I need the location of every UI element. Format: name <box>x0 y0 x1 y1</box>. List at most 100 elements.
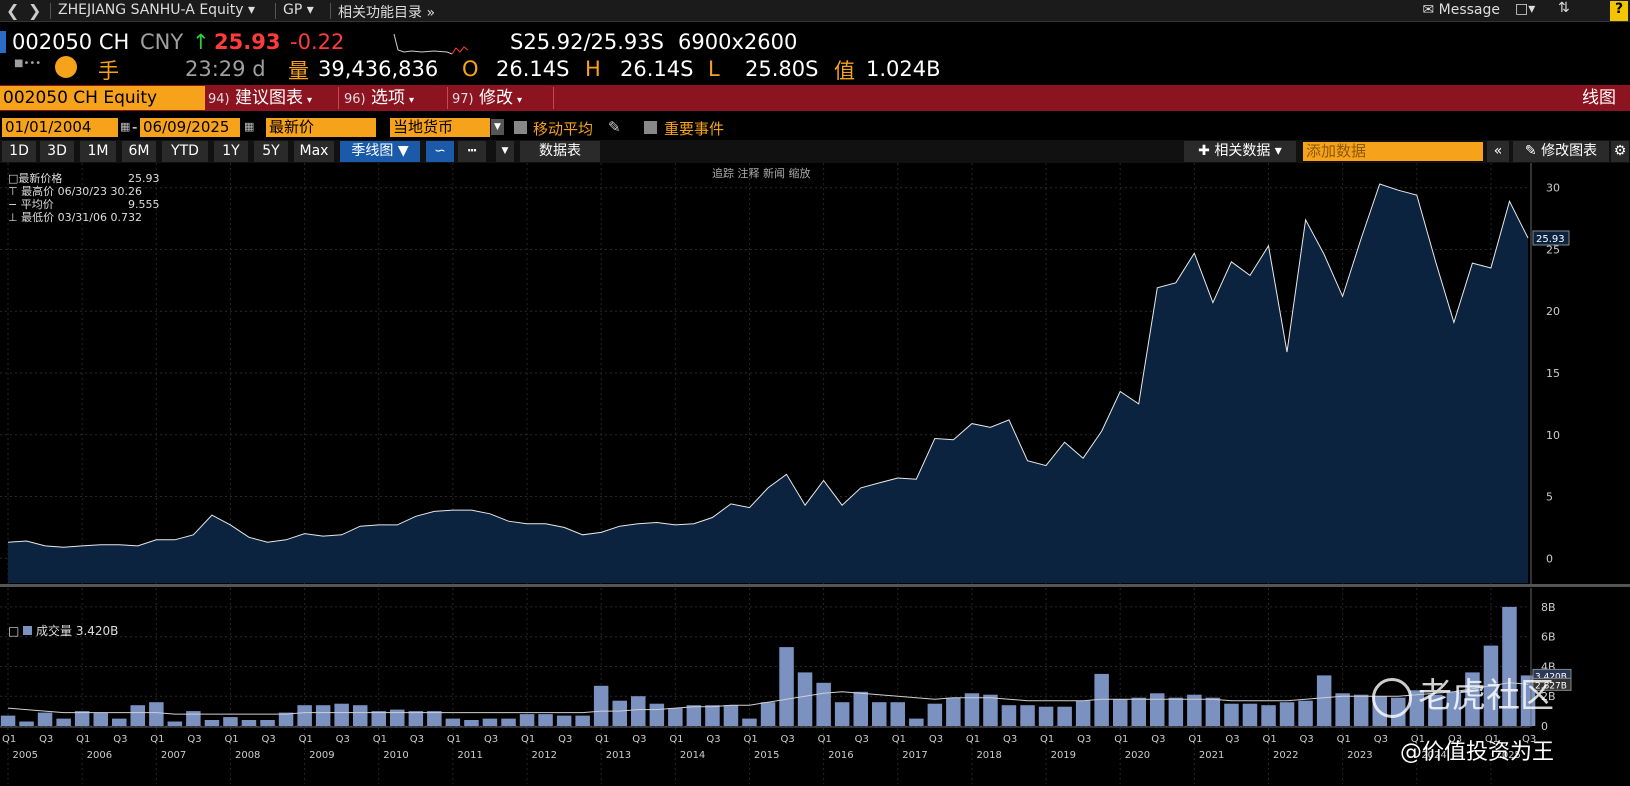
forward-arrow-icon[interactable]: ❯ <box>28 1 42 20</box>
period-ytd[interactable]: YTD <box>162 141 208 162</box>
volume-bar <box>1187 694 1202 726</box>
volume-bar <box>167 721 183 726</box>
start-date-field[interactable]: 01/01/2004 <box>2 118 118 137</box>
volume-bar <box>315 705 331 726</box>
quarter-tick-label: Q3 <box>1077 734 1091 745</box>
related-data-button[interactable]: ✚ 相关数据 ▾ <box>1184 141 1296 162</box>
panel-separator <box>0 584 1630 587</box>
volume-bar <box>1242 703 1258 726</box>
legend-last: □最新价格 25.93 <box>8 172 160 185</box>
frequency-select[interactable]: 季线图 ▼ <box>340 141 420 162</box>
add-data-input[interactable]: 添加数据 <box>1303 142 1483 161</box>
edit-button[interactable]: 97) 修改 ▾ <box>452 88 523 108</box>
calendar-icon[interactable]: ▦ <box>120 120 131 133</box>
year-tick-label: 2010 <box>383 750 408 761</box>
gear-icon[interactable]: ⚙ <box>1611 141 1629 162</box>
calendar-icon[interactable]: ▦ <box>244 120 255 133</box>
quarter-tick-label: Q1 <box>1262 734 1276 745</box>
volume-bar <box>1038 706 1054 726</box>
divider <box>330 3 331 19</box>
volume-bar <box>93 712 108 726</box>
security-input[interactable]: 002050 CH Equity <box>0 86 205 110</box>
back-arrow-icon[interactable]: ❮ <box>6 1 20 20</box>
year-tick-label: 2009 <box>309 750 334 761</box>
options-button[interactable]: 96) 选项 ▾ <box>344 88 415 108</box>
volume-average-line <box>7 682 1529 715</box>
period-6m[interactable]: 6M <box>122 141 156 162</box>
window-options-icon[interactable]: □▾ <box>1515 1 1536 17</box>
volume-bar <box>482 718 498 726</box>
volume-bar <box>927 703 943 726</box>
volume-tick-label: 0 <box>1541 720 1548 733</box>
security-title[interactable]: ZHEJIANG SANHU-A Equity ▾ <box>58 2 256 18</box>
volume-tick-label: 8B <box>1541 601 1556 614</box>
low-label: L <box>708 57 720 81</box>
period-1d[interactable]: 1D <box>2 141 36 162</box>
volume-bar <box>1316 675 1332 726</box>
quarter-tick-label: Q1 <box>224 734 238 745</box>
year-tick-label: 2017 <box>902 750 927 761</box>
function-menu[interactable]: GP ▾ <box>283 2 314 18</box>
year-tick-label: 2014 <box>680 750 705 761</box>
volume-bar <box>686 705 702 726</box>
data-table-button[interactable]: 数据表 <box>520 141 600 162</box>
quarter-tick-label: Q1 <box>299 734 313 745</box>
period-1y[interactable]: 1Y <box>214 141 248 162</box>
period-max[interactable]: Max <box>294 141 334 162</box>
volume-bar <box>1409 690 1425 726</box>
help-button[interactable]: ? <box>1610 1 1628 21</box>
volume-bar <box>1150 693 1165 726</box>
related-functions-menu[interactable]: 相关功能目录 » <box>338 5 436 21</box>
quarter-tick-label: Q1 <box>521 734 535 745</box>
speedometer-icon[interactable] <box>55 56 77 78</box>
selection-marker <box>0 31 6 53</box>
period-3d[interactable]: 3D <box>40 141 74 162</box>
bid-ask: S25.92/25.93S <box>510 30 664 54</box>
message-button[interactable]: ✉ Message <box>1422 2 1500 18</box>
volume-bar <box>1057 706 1072 726</box>
suggested-charts-button[interactable]: 94) 建议图表 ▾ <box>208 88 313 108</box>
events-checkbox[interactable] <box>644 121 657 134</box>
currency-select[interactable]: 当地货币 <box>390 118 490 137</box>
legend-high: ⊤ 最高价 06/30/23 30.26 <box>8 185 142 198</box>
quarter-tick-label: Q3 <box>1225 734 1239 745</box>
volume-bar <box>130 705 145 726</box>
tiger-logo-icon <box>1372 677 1412 718</box>
volume-bar <box>1446 691 1462 726</box>
quote-panel: 002050 CH CNY ↑ 25.93 -0.22 S25.92/25.93… <box>0 26 1630 83</box>
period-1m[interactable]: 1M <box>80 141 116 162</box>
net-change: -0.22 <box>290 30 345 54</box>
currency: CNY <box>140 30 184 54</box>
open-label: O <box>462 57 479 81</box>
collapse-icon[interactable]: « <box>1487 141 1509 162</box>
volume-bar <box>297 705 312 726</box>
price-field-select[interactable]: 最新价 <box>266 118 376 137</box>
end-date-field[interactable]: 06/09/2025 <box>140 118 240 137</box>
edit-chart-button[interactable]: ✎ 修改图表 <box>1513 141 1609 162</box>
volume-bar <box>705 705 720 726</box>
year-tick-label: 2019 <box>1051 750 1076 761</box>
line-chart-icon[interactable]: ∽ <box>426 141 454 162</box>
quarter-tick-label: Q3 <box>262 734 276 745</box>
chart-tools[interactable]: 追踪 注释 新闻 缩放 <box>712 167 811 180</box>
pencil-icon[interactable]: ✎ <box>608 118 621 136</box>
year-tick-label: 2011 <box>457 750 482 761</box>
volume-label: 量 <box>288 59 309 83</box>
pin-icon[interactable]: ⇅ <box>1558 0 1570 16</box>
volume-bar <box>464 720 479 726</box>
volume-bar <box>1520 675 1536 726</box>
moving-average-checkbox[interactable] <box>514 121 527 134</box>
volume-bar <box>19 721 34 726</box>
last-price: 25.93 <box>214 30 281 54</box>
quarter-tick-label: Q3 <box>1151 734 1165 745</box>
chevron-down-icon[interactable]: ▼ <box>491 119 504 135</box>
price-volume-chart[interactable]: 05101520253025.9302B4B6B8B3.420B2.827BQ1… <box>0 163 1630 786</box>
volume-bar <box>1168 697 1184 726</box>
period-5y[interactable]: 5Y <box>254 141 288 162</box>
bar-type-icon[interactable]: ┅ <box>458 141 486 162</box>
chevron-down-icon[interactable]: ▼ <box>496 141 514 162</box>
price-tick-label: 0 <box>1546 552 1553 565</box>
volume-bar <box>538 714 553 726</box>
volume-value-tag <box>1532 677 1572 691</box>
volume-bar <box>353 705 368 726</box>
